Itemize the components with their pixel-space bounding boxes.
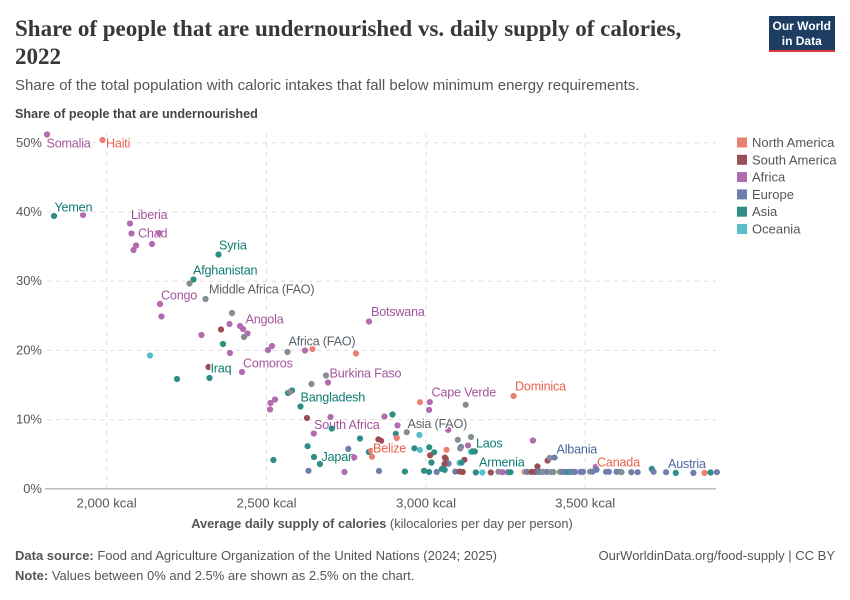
- svg-text:Asia (FAO): Asia (FAO): [408, 417, 468, 431]
- svg-text:2,500 kcal: 2,500 kcal: [236, 496, 296, 511]
- svg-text:Belize: Belize: [373, 442, 406, 456]
- svg-text:20%: 20%: [16, 342, 42, 357]
- svg-text:Congo: Congo: [161, 289, 197, 303]
- svg-text:South America: South America: [752, 152, 837, 167]
- svg-text:Middle Africa (FAO): Middle Africa (FAO): [209, 283, 314, 297]
- svg-text:Japan: Japan: [322, 450, 356, 464]
- svg-text:Angola: Angola: [246, 313, 284, 327]
- svg-text:40%: 40%: [16, 204, 42, 219]
- svg-text:Laos: Laos: [476, 437, 503, 451]
- svg-text:Oceania: Oceania: [752, 222, 801, 237]
- svg-text:Dominica: Dominica: [515, 380, 566, 394]
- svg-text:0%: 0%: [23, 481, 42, 496]
- svg-text:Comoros: Comoros: [243, 357, 293, 371]
- svg-text:Yemen: Yemen: [55, 201, 93, 215]
- svg-text:Iraq: Iraq: [211, 362, 232, 376]
- svg-text:Haiti: Haiti: [106, 137, 130, 151]
- svg-text:Cape Verde: Cape Verde: [432, 386, 497, 400]
- svg-text:Europe: Europe: [752, 187, 794, 202]
- svg-text:Austria: Austria: [668, 457, 706, 471]
- svg-text:Chad: Chad: [138, 227, 168, 241]
- svg-text:Canada: Canada: [597, 456, 640, 470]
- svg-text:Burkina Faso: Burkina Faso: [330, 367, 402, 381]
- svg-text:Africa: Africa: [752, 170, 786, 185]
- svg-text:Afghanistan: Afghanistan: [193, 264, 258, 278]
- svg-text:Botswana: Botswana: [371, 305, 425, 319]
- svg-text:Albania: Albania: [557, 443, 598, 457]
- svg-text:50%: 50%: [16, 135, 42, 150]
- svg-text:Africa (FAO): Africa (FAO): [289, 335, 356, 349]
- svg-text:3,500 kcal: 3,500 kcal: [555, 496, 615, 511]
- svg-text:North America: North America: [752, 135, 835, 150]
- svg-text:Bangladesh: Bangladesh: [301, 391, 366, 405]
- svg-text:10%: 10%: [16, 412, 42, 427]
- svg-text:3,000 kcal: 3,000 kcal: [396, 496, 456, 511]
- svg-text:South Africa: South Africa: [314, 418, 380, 432]
- svg-text:Armenia: Armenia: [479, 456, 525, 470]
- svg-text:Asia: Asia: [752, 204, 778, 219]
- svg-text:2,000 kcal: 2,000 kcal: [77, 496, 137, 511]
- svg-text:Liberia: Liberia: [131, 208, 168, 222]
- svg-text:30%: 30%: [16, 273, 42, 288]
- svg-text:Syria: Syria: [219, 239, 247, 253]
- svg-text:Somalia: Somalia: [47, 137, 91, 151]
